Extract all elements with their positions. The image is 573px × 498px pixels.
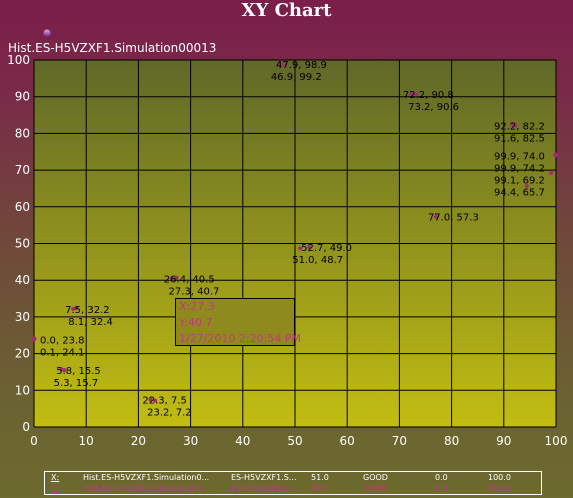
x-tick-label: 50 — [287, 434, 302, 448]
corner-marker-icon — [43, 29, 51, 37]
data-label: 8.1, 32.4 — [68, 317, 113, 328]
x-tick-label: 90 — [496, 434, 511, 448]
data-point[interactable] — [59, 367, 64, 372]
legend-quality: GOOD — [363, 473, 388, 482]
data-label: 91.6, 82.5 — [494, 133, 545, 144]
data-point[interactable] — [148, 397, 153, 402]
data-point[interactable] — [553, 152, 558, 157]
y-tick-label: 0 — [22, 420, 30, 434]
x-tick-label: 60 — [340, 434, 355, 448]
data-point[interactable] — [276, 60, 281, 65]
series-title: Hist.ES-H5VZXF1.Simulation00013 — [8, 41, 217, 55]
legend-tag-name: Hist.ES-H5VZXF1.Simulation0... — [83, 473, 210, 482]
y-tick-label: 20 — [15, 347, 30, 361]
y-tick-label: 10 — [15, 383, 30, 397]
legend-key: Y: — [51, 484, 58, 493]
x-tick-label: 20 — [131, 434, 146, 448]
x-tick-label: 80 — [444, 434, 459, 448]
y-tick-label: 70 — [15, 163, 30, 177]
y-tick-label: 40 — [15, 273, 30, 287]
data-label: 26.4, 40.5 — [164, 274, 215, 285]
y-tick-label: 90 — [15, 90, 30, 104]
legend-max: 100.0 — [488, 473, 511, 482]
data-point[interactable] — [298, 246, 303, 251]
data-label: 47.9, 98.9 — [276, 60, 327, 71]
data-point[interactable] — [169, 276, 174, 281]
data-label: 0.0, 23.8 — [40, 336, 85, 347]
legend-value: 48.7 — [311, 484, 329, 493]
x-tick-label: 100 — [545, 434, 568, 448]
data-point[interactable] — [524, 183, 529, 188]
y-tick-label: 80 — [15, 126, 30, 140]
x-tick-label: 30 — [183, 434, 198, 448]
data-label: 52.7, 49.0 — [301, 243, 352, 254]
x-tick-label: 40 — [235, 434, 250, 448]
data-point[interactable] — [510, 122, 515, 127]
legend-value: 51.0 — [311, 473, 329, 482]
data-point[interactable] — [408, 91, 413, 96]
data-point[interactable] — [153, 398, 158, 403]
data-label: 7.5, 32.2 — [65, 305, 110, 316]
data-label: 5.3, 15.7 — [54, 378, 99, 389]
data-label: 22.3, 7.5 — [142, 395, 187, 406]
data-label: 0.1, 24.1 — [40, 348, 85, 359]
y-tick-label: 60 — [15, 200, 30, 214]
data-label: 27.3, 40.7 — [169, 286, 220, 297]
legend-table: X: Hist.ES-H5VZXF1.Simulation0... ES-H5V… — [44, 471, 542, 495]
x-tick-label: 10 — [79, 434, 94, 448]
data-point[interactable] — [32, 336, 37, 341]
tooltip-time: 1/27/2010 2:20:54 PM — [179, 332, 301, 345]
data-label: 99.1, 69.2 — [494, 175, 545, 186]
y-tick-label: 30 — [15, 310, 30, 324]
legend-min: 0.0 — [435, 473, 448, 482]
legend-min: 0.0 — [435, 484, 448, 493]
legend-column: ES-H5VZXF1.S... — [231, 484, 297, 493]
legend-row-x[interactable]: X: Hist.ES-H5VZXF1.Simulation0... ES-H5V… — [45, 473, 541, 484]
data-tooltip: X:27.3 Y:40.7 1/27/2010 2:20:54 PM — [175, 298, 301, 346]
data-label: 99.9, 74.2 — [494, 163, 545, 174]
data-label: 5.8, 15.5 — [56, 366, 101, 377]
legend-quality: GOOD — [363, 484, 388, 493]
data-label: 23.2, 7.2 — [147, 407, 192, 418]
legend-row-y[interactable]: Y: Hist.ES-H5VZXF1.Simulation0... ES-H5V… — [45, 484, 541, 495]
legend-max: 100.0 — [488, 484, 511, 493]
data-point[interactable] — [74, 306, 79, 311]
tooltip-y: Y:40.7 — [179, 316, 213, 329]
data-point[interactable] — [174, 275, 179, 280]
x-tick-label: 70 — [392, 434, 407, 448]
data-label: 72.2, 90.8 — [403, 90, 454, 101]
data-label: 51.0, 48.7 — [292, 255, 343, 266]
data-point[interactable] — [433, 214, 438, 219]
y-tick-label: 50 — [15, 237, 30, 251]
data-point[interactable] — [513, 123, 518, 128]
legend-tag-name: Hist.ES-H5VZXF1.Simulation0... — [83, 484, 210, 493]
y-tick-label: 100 — [7, 53, 30, 67]
data-label: 92.2, 82.2 — [494, 121, 545, 132]
x-tick-label: 0 — [30, 434, 38, 448]
data-label: 46.9, 99.2 — [271, 72, 322, 83]
data-point[interactable] — [282, 62, 287, 67]
data-label: 99.9, 74.0 — [494, 151, 545, 162]
legend-key: X: — [51, 473, 60, 482]
tooltip-x: X:27.3 — [179, 300, 215, 313]
legend-column: ES-H5VZXF1.S... — [231, 473, 297, 482]
data-point[interactable] — [71, 306, 76, 311]
data-label: 94.4, 65.7 — [494, 187, 545, 198]
data-label: 73.2, 90.6 — [408, 102, 459, 113]
data-point[interactable] — [307, 245, 312, 250]
chart-title: XY Chart — [241, 0, 332, 21]
data-label: 77.0, 57.3 — [428, 213, 479, 224]
data-point[interactable] — [414, 92, 419, 97]
data-point[interactable] — [549, 171, 554, 176]
